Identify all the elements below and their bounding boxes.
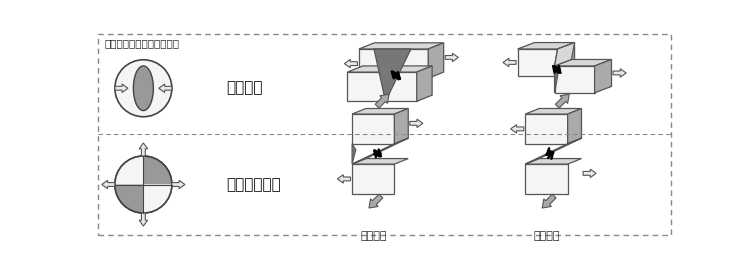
- Polygon shape: [140, 213, 148, 226]
- Polygon shape: [143, 156, 172, 184]
- Polygon shape: [374, 49, 411, 101]
- Polygon shape: [369, 194, 382, 208]
- Polygon shape: [352, 114, 395, 144]
- Polygon shape: [359, 43, 444, 49]
- Polygon shape: [554, 66, 595, 93]
- Polygon shape: [583, 169, 596, 178]
- Text: 左横ずれ: 左横ずれ: [361, 231, 387, 241]
- Polygon shape: [172, 180, 185, 189]
- Polygon shape: [115, 156, 143, 184]
- Polygon shape: [428, 43, 444, 78]
- Polygon shape: [375, 94, 389, 108]
- Polygon shape: [557, 42, 574, 76]
- Polygon shape: [410, 119, 423, 128]
- Polygon shape: [352, 164, 395, 194]
- Text: 圧力軸に注目した場合の例: 圧力軸に注目した場合の例: [105, 38, 180, 48]
- Polygon shape: [525, 138, 581, 164]
- Polygon shape: [352, 138, 408, 164]
- Circle shape: [115, 156, 172, 213]
- Polygon shape: [554, 42, 574, 66]
- Polygon shape: [143, 184, 172, 213]
- Polygon shape: [417, 66, 432, 101]
- Polygon shape: [518, 42, 574, 49]
- Polygon shape: [352, 159, 408, 164]
- Polygon shape: [159, 84, 172, 92]
- Polygon shape: [525, 114, 568, 144]
- Polygon shape: [359, 49, 428, 78]
- Polygon shape: [338, 175, 350, 183]
- Polygon shape: [352, 108, 408, 114]
- Polygon shape: [102, 180, 115, 189]
- Text: 右横ずれ: 右横ずれ: [534, 231, 560, 241]
- Polygon shape: [542, 194, 556, 208]
- Polygon shape: [568, 108, 581, 144]
- Polygon shape: [554, 49, 557, 93]
- Text: 横ずれ断層型: 横ずれ断層型: [226, 177, 281, 192]
- Polygon shape: [140, 143, 148, 156]
- Polygon shape: [525, 108, 581, 114]
- Polygon shape: [595, 60, 611, 93]
- Polygon shape: [554, 60, 611, 66]
- Polygon shape: [347, 72, 417, 101]
- Polygon shape: [347, 66, 432, 72]
- Ellipse shape: [134, 66, 153, 111]
- Polygon shape: [518, 49, 557, 76]
- Polygon shape: [525, 164, 568, 194]
- Polygon shape: [446, 53, 458, 62]
- Polygon shape: [115, 84, 128, 92]
- Polygon shape: [613, 69, 626, 77]
- Text: 逆断層型: 逆断層型: [226, 80, 263, 95]
- Circle shape: [115, 60, 172, 117]
- Polygon shape: [503, 58, 516, 67]
- Polygon shape: [511, 125, 524, 133]
- Polygon shape: [115, 184, 143, 213]
- Polygon shape: [352, 144, 356, 164]
- Polygon shape: [394, 108, 408, 144]
- Polygon shape: [555, 94, 569, 108]
- Polygon shape: [344, 59, 358, 68]
- Polygon shape: [525, 159, 581, 164]
